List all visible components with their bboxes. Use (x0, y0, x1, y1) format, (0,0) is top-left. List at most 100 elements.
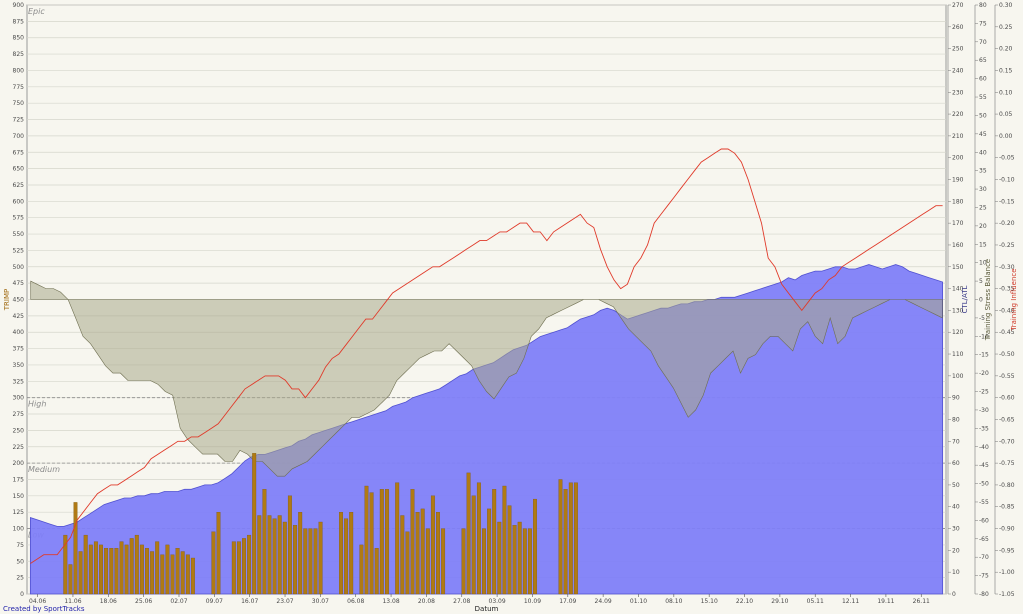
x-tick-label: 05.11 (807, 598, 824, 605)
trimp-bar (517, 521, 522, 595)
trimp-bar (293, 525, 298, 595)
trimp-bar (73, 502, 78, 595)
tsb-tick-label: -45 (979, 462, 989, 469)
trimp-bar (313, 528, 318, 595)
trimp-bar (155, 541, 160, 595)
trimp-bar (359, 544, 364, 595)
trimp-bar (175, 548, 180, 595)
ctl_atl-tick-label: 210 (952, 133, 964, 140)
x-tick-label: 12.11 (842, 598, 859, 605)
ctl_atl-tick-label: 260 (952, 24, 964, 31)
trimp-tick-label: 150 (13, 493, 25, 500)
training-influence-line (30, 148, 943, 564)
trimp-tick-label: 850 (13, 35, 25, 42)
trimp-tick-label: 500 (13, 264, 25, 271)
ctl_atl-tick-label: 250 (952, 46, 964, 53)
trimp-axis-title: TRIMP (3, 289, 11, 311)
trimp-bar (339, 512, 343, 595)
ti-tick-label: 0.30 (999, 2, 1013, 9)
tsb-tick-label: 10 (979, 260, 987, 267)
zone-label-epic: Epic (28, 7, 45, 16)
ti-tick-label: 0.10 (999, 89, 1013, 96)
trimp-tick-label: 75 (16, 542, 24, 549)
tsb-tick-label: -5 (979, 315, 985, 322)
x-tick-label: 24.09 (595, 598, 612, 605)
tsb-tick-label: 5 (979, 278, 983, 285)
ti-tick-label: -0.55 (999, 373, 1015, 380)
trimp-tick-label: 400 (13, 329, 25, 336)
trimp-bar (374, 548, 379, 595)
trimp-tick-label: 275 (13, 411, 25, 418)
ctl_atl-tick-label: 90 (952, 395, 960, 402)
trimp-bar (114, 548, 119, 595)
ti-tick-label: -0.10 (999, 177, 1015, 184)
trimp-bar (308, 528, 313, 595)
trimp-bar (471, 495, 476, 595)
x-tick-label: 04.06 (29, 598, 46, 605)
x-tick-label: 18.06 (100, 598, 117, 605)
ti-tick-label: -0.65 (999, 416, 1015, 423)
trimp-bar (476, 482, 481, 595)
trimp-bar (533, 498, 537, 595)
ti-tick-label: 0.20 (999, 46, 1013, 53)
tsb-tick-label: -25 (979, 389, 989, 396)
trimp-bar (165, 544, 170, 595)
trimp-bar (482, 528, 486, 595)
trimp-bar (287, 495, 292, 595)
trimp-bar (257, 515, 262, 595)
trimp-bar (379, 489, 384, 595)
trimp-bar (262, 489, 267, 595)
trimp-bar (83, 534, 88, 595)
trimp-bar (78, 551, 83, 595)
trimp-tick-label: 175 (13, 476, 25, 483)
trimp-bar (190, 557, 195, 595)
trimp-bar (410, 489, 415, 595)
trimp-bar (425, 528, 430, 595)
x-tick-label: 25.06 (135, 598, 152, 605)
zone-label-medium: Medium (28, 465, 60, 474)
trimp-bar (420, 508, 425, 595)
trimp-tick-label: 100 (13, 526, 25, 533)
ti-tick-label: -0.05 (999, 155, 1015, 162)
ctl_atl-tick-label: 270 (952, 2, 964, 9)
x-tick-label: 02.07 (170, 598, 187, 605)
ti-tick-label: -0.75 (999, 460, 1015, 467)
tsb-tick-label: 70 (979, 39, 987, 46)
ctl_atl-tick-label: 220 (952, 111, 964, 118)
trimp-bar (395, 482, 400, 595)
trimp-tick-label: 0 (20, 591, 24, 598)
trimp-bar (99, 544, 103, 595)
tsb-tick-label: -30 (979, 407, 989, 414)
trimp-tick-label: 25 (16, 575, 24, 582)
ti-tick-label: -0.80 (999, 482, 1015, 489)
ti-tick-label: -0.50 (999, 351, 1015, 358)
ctl_atl-tick-label: 10 (952, 569, 960, 576)
trimp-tick-label: 875 (13, 18, 25, 25)
ctl_atl-tick-label: 160 (952, 242, 964, 249)
tsb-tick-label: -15 (979, 352, 989, 359)
x-tick-label: 17.09 (559, 598, 576, 605)
trimp-tick-label: 325 (13, 378, 25, 385)
tsb-tick-label: -65 (979, 536, 989, 543)
trimp-bar (252, 453, 257, 595)
ctl_atl-tick-label: 140 (952, 286, 964, 293)
trimp-bar (318, 521, 323, 595)
tsb-tick-label: -35 (979, 425, 989, 432)
ti-tick-label: -0.40 (999, 307, 1015, 314)
ti-tick-label: -0.25 (999, 242, 1015, 249)
trimp-bar (400, 515, 405, 595)
x-tick-label: 06.08 (347, 598, 364, 605)
tsb-axis-title: Training Stress Balance (984, 259, 992, 342)
trimp-bar (405, 531, 410, 595)
trimp-tick-label: 600 (13, 198, 25, 205)
trimp-bar (216, 512, 221, 595)
trimp-bar (568, 482, 573, 595)
trimp-bar (277, 515, 282, 595)
x-tick-label: 16.07 (241, 598, 258, 605)
trimp-tick-label: 425 (13, 313, 25, 320)
x-tick-label: 11.06 (64, 598, 81, 605)
trimp-bar (104, 548, 109, 595)
ti-tick-label: 0.00 (999, 133, 1013, 140)
ti-tick-label: -0.20 (999, 220, 1015, 227)
ti-tick-label: -1.05 (999, 591, 1015, 598)
